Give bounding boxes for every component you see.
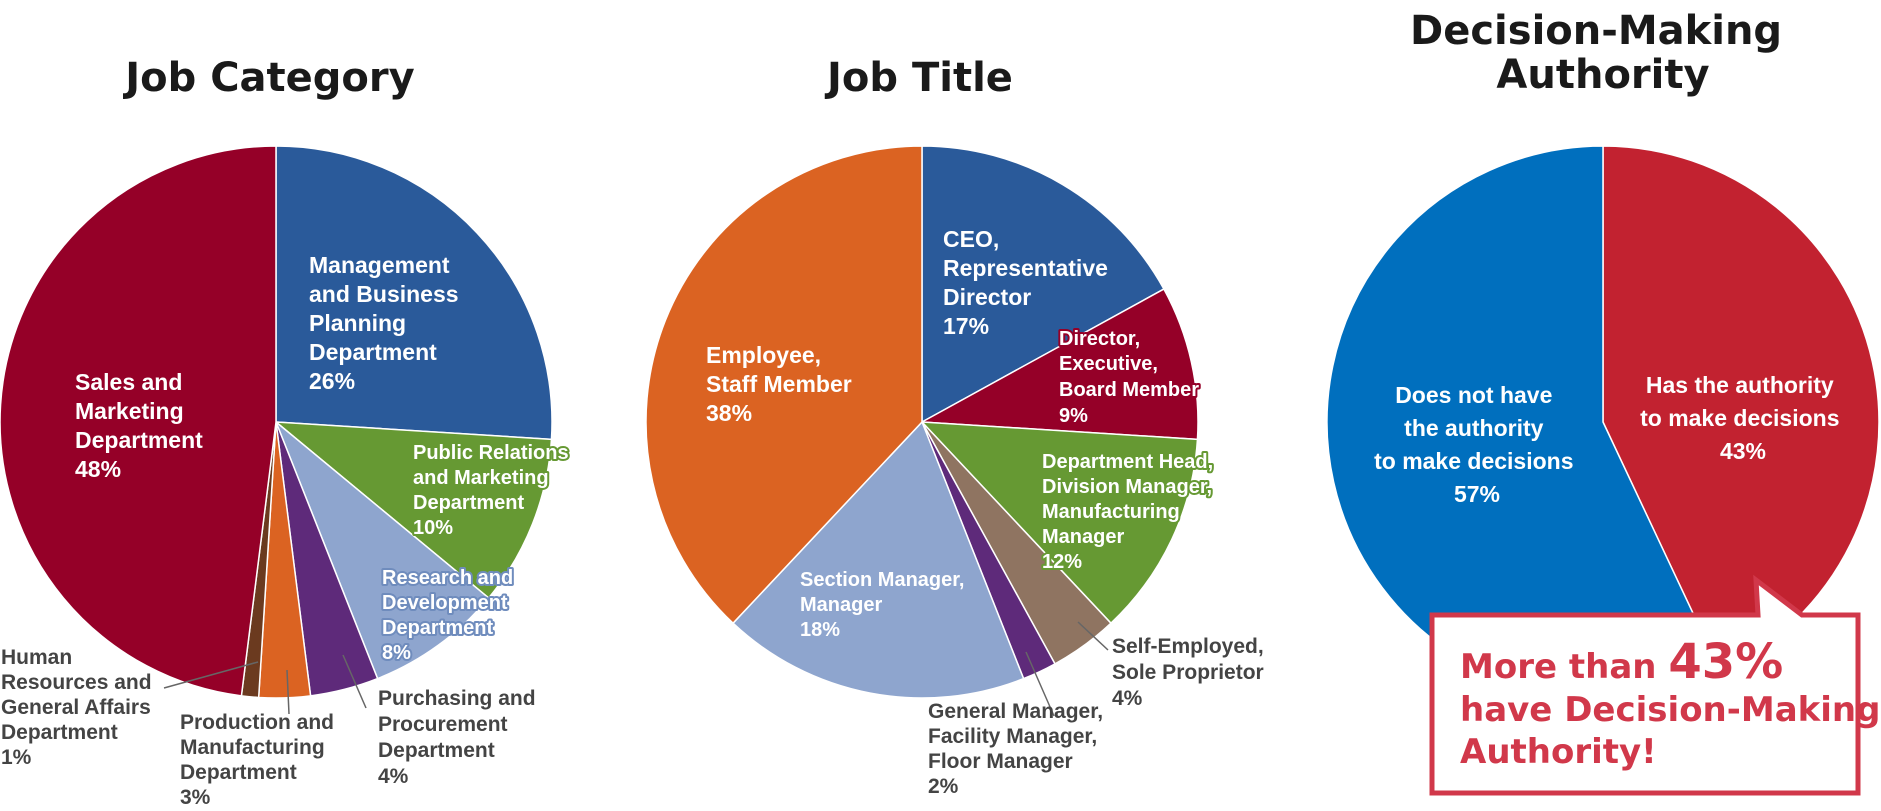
leader-line-purchasing bbox=[342, 654, 367, 709]
pie-slice-1-2 bbox=[920, 421, 1199, 625]
label-management: Management and Business Planning Departm… bbox=[309, 252, 465, 394]
callout-line-1: More than 43% bbox=[1460, 634, 1783, 690]
chart-1-labels: Management and Business Planning Departm… bbox=[1, 252, 574, 809]
label-general-manager: General Manager, Facility Manager, Floor… bbox=[928, 700, 1109, 798]
label-research: Research and Development Department 8% bbox=[382, 567, 519, 664]
label-has-authority: Has the authority to make decisions 43% bbox=[1640, 372, 1846, 464]
label-purchasing: Purchasing and Procurement Department 4% bbox=[378, 687, 541, 788]
label-self-employed: Self-Employed, Sole Proprietor 4% bbox=[1112, 635, 1270, 710]
leader-line-production bbox=[286, 669, 290, 715]
job-title-pie bbox=[645, 145, 1199, 699]
callout-line-2: have Decision-Making bbox=[1460, 690, 1880, 730]
pie-slice-0-6 bbox=[0, 145, 277, 697]
pie-slice-1-1 bbox=[919, 288, 1199, 441]
leader-line-human-resources bbox=[163, 661, 259, 689]
label-sales-marketing: Sales and Marketing Department 48% bbox=[75, 369, 209, 482]
chart-3-title-line-2: Authority bbox=[1496, 52, 1709, 98]
label-no-authority: Does not have the authority to make deci… bbox=[1374, 382, 1580, 507]
label-ceo: CEO, Representative Director 17% bbox=[943, 226, 1114, 339]
pie-slice-1-6 bbox=[645, 145, 923, 625]
label-public-relations: Public Relations and Marketing Departmen… bbox=[413, 442, 574, 539]
job-category-pie bbox=[0, 145, 553, 699]
leader-lines bbox=[163, 621, 1109, 717]
callout-line-3: Authority! bbox=[1460, 732, 1657, 772]
label-department-head: Department Head, Division Manager, Manuf… bbox=[1042, 451, 1219, 573]
decision-authority-pie bbox=[1326, 145, 1880, 699]
chart-3-title-line-1: Decision-Making bbox=[1410, 8, 1782, 54]
leader-line-self-employed bbox=[1077, 621, 1109, 651]
label-production: Production and Manufacturing Department … bbox=[180, 711, 340, 806]
chart-2-labels: CEO, Representative Director 17% Directo… bbox=[706, 226, 1270, 798]
pie-slice-0-2 bbox=[275, 421, 490, 680]
callout-box bbox=[1429, 574, 1861, 796]
pie-slice-2-0 bbox=[1602, 145, 1880, 673]
pie-slice-1-0 bbox=[921, 145, 1165, 424]
callout-prefix: More than bbox=[1460, 647, 1668, 687]
chart-3-labels: Has the authority to make decisions 43% … bbox=[1374, 372, 1846, 507]
chart-1-title: Job Category bbox=[122, 55, 414, 101]
label-section-manager: Section Manager, Manager 18% bbox=[800, 569, 970, 641]
callout: More than 43% have Decision-Making Autho… bbox=[1429, 574, 1880, 796]
label-director: Director, Executive, Board Member 9% bbox=[1059, 328, 1205, 427]
pie-slice-1-5 bbox=[731, 420, 1025, 699]
chart-2-title: Job Title bbox=[824, 55, 1013, 101]
label-human-resources: Human Resources and General Affairs Depa… bbox=[1, 646, 157, 769]
label-employee: Employee, Staff Member 38% bbox=[706, 342, 858, 426]
callout-number: 43% bbox=[1668, 634, 1783, 690]
chart-3-title: Decision-Making Authority bbox=[1410, 8, 1796, 98]
pie-slice-0-0 bbox=[275, 145, 553, 441]
leader-line-general-manager bbox=[1025, 651, 1055, 717]
pie-slice-0-1 bbox=[273, 421, 553, 599]
